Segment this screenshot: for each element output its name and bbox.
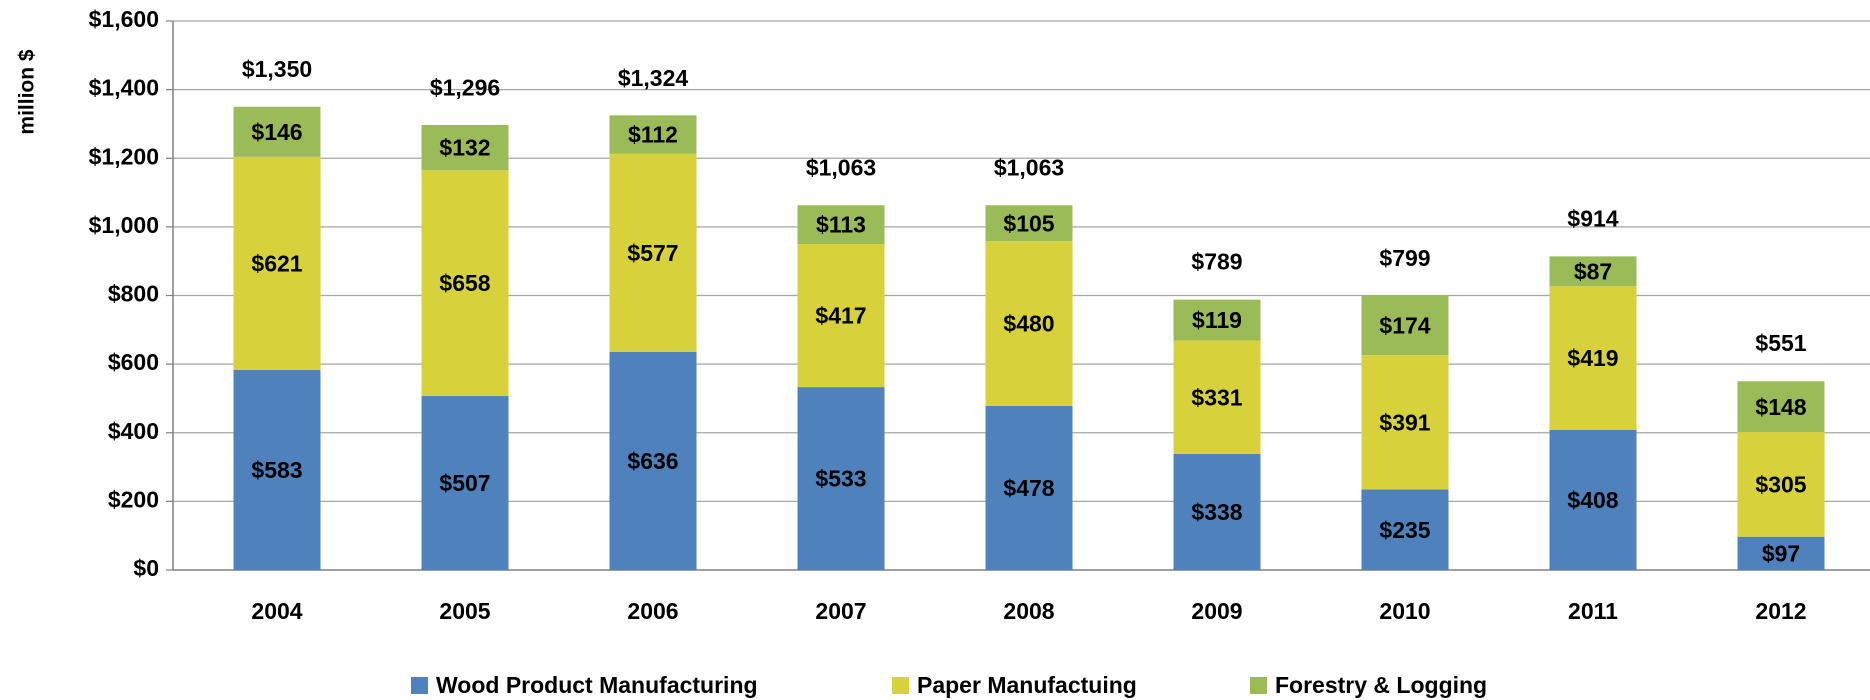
legend-label: Wood Product Manufacturing (436, 672, 758, 698)
data-label: $577 (627, 240, 678, 266)
x-tick-label: 2012 (1755, 598, 1806, 624)
bar-segment (609, 115, 697, 154)
data-label: $419 (1567, 345, 1618, 371)
bar-segment (1361, 295, 1449, 356)
bar-segment (233, 156, 321, 370)
bar-segment (1173, 340, 1261, 455)
data-label: $174 (1379, 312, 1430, 338)
legend-swatch (411, 677, 428, 694)
y-tick-label: $1,400 (89, 75, 159, 101)
x-tick-label: 2005 (439, 598, 490, 624)
data-label: $113 (816, 212, 866, 238)
x-tick-label: 2011 (1568, 598, 1618, 624)
bar-segment (985, 205, 1073, 242)
data-label: $97 (1762, 540, 1800, 566)
total-label: $1,324 (618, 65, 689, 91)
bar-segment (1549, 256, 1637, 287)
data-label: $331 (1191, 384, 1242, 410)
bar-segment (1361, 489, 1449, 570)
data-label: $480 (1003, 311, 1054, 337)
bar-segment (1173, 454, 1261, 570)
x-tick-label: 2004 (251, 598, 302, 624)
total-label: $1,063 (806, 154, 876, 180)
data-label: $119 (1192, 307, 1242, 333)
data-label: $148 (1755, 394, 1806, 420)
bar-segment (421, 170, 509, 397)
bar-segment (1737, 432, 1825, 537)
data-label: $583 (251, 457, 302, 483)
data-label: $132 (439, 135, 490, 161)
data-label: $507 (439, 470, 490, 496)
total-label: $914 (1567, 205, 1618, 231)
total-label: $799 (1379, 245, 1430, 271)
bar-segment (985, 241, 1073, 406)
data-label: $338 (1191, 499, 1242, 525)
bar-segment (1549, 430, 1637, 570)
total-label: $1,350 (242, 56, 312, 82)
data-label: $533 (815, 466, 866, 492)
data-label: $658 (439, 270, 490, 296)
y-tick-label: $800 (108, 281, 159, 307)
data-label: $621 (251, 250, 302, 276)
bar-segment (1549, 286, 1637, 431)
data-label: $87 (1574, 258, 1612, 284)
bar-segment (797, 205, 885, 245)
data-label: $636 (627, 448, 678, 474)
legend-label: Forestry & Logging (1275, 672, 1487, 698)
data-label: $112 (628, 122, 678, 148)
legend-swatch (892, 677, 909, 694)
y-tick-label: $400 (108, 418, 159, 444)
data-label: $105 (1003, 210, 1054, 236)
legend-swatch (1250, 677, 1267, 694)
bar-segment (1361, 355, 1449, 490)
data-label: $408 (1567, 487, 1618, 513)
legend-label: Paper Manufactuing (917, 672, 1137, 698)
bar-segment (797, 387, 885, 570)
bar-segment (797, 244, 885, 388)
bar-segment (1737, 381, 1825, 433)
bar-segment (1737, 536, 1825, 570)
bar-segment (609, 351, 697, 570)
bar-segment (609, 153, 697, 352)
bar-segment (985, 405, 1073, 570)
data-label: $391 (1379, 409, 1430, 435)
x-tick-label: 2007 (815, 598, 866, 624)
y-tick-label: $1,200 (89, 143, 159, 169)
bar-segment (421, 124, 509, 171)
y-tick-label: $1,600 (89, 6, 159, 32)
y-tick-label: $0 (133, 555, 159, 581)
total-label: $789 (1191, 248, 1242, 274)
data-label: $478 (1003, 475, 1054, 501)
y-tick-label: $1,000 (89, 212, 159, 238)
total-label: $551 (1755, 330, 1806, 356)
x-tick-label: 2009 (1191, 598, 1242, 624)
y-axis-label: million $ (16, 49, 39, 135)
bar-segment (421, 396, 509, 570)
data-label: $417 (815, 303, 866, 329)
total-label: $1,063 (994, 154, 1064, 180)
data-label: $146 (251, 119, 302, 145)
total-label: $1,296 (430, 74, 500, 100)
x-tick-label: 2010 (1379, 598, 1430, 624)
bar-segment (233, 369, 321, 570)
bar-segment (233, 106, 321, 157)
data-label: $235 (1379, 517, 1430, 543)
x-tick-label: 2006 (627, 598, 678, 624)
y-tick-label: $200 (108, 486, 159, 512)
bar-segment (1173, 299, 1261, 341)
y-tick-label: $600 (108, 349, 159, 375)
data-label: $305 (1755, 471, 1806, 497)
x-tick-label: 2008 (1003, 598, 1054, 624)
